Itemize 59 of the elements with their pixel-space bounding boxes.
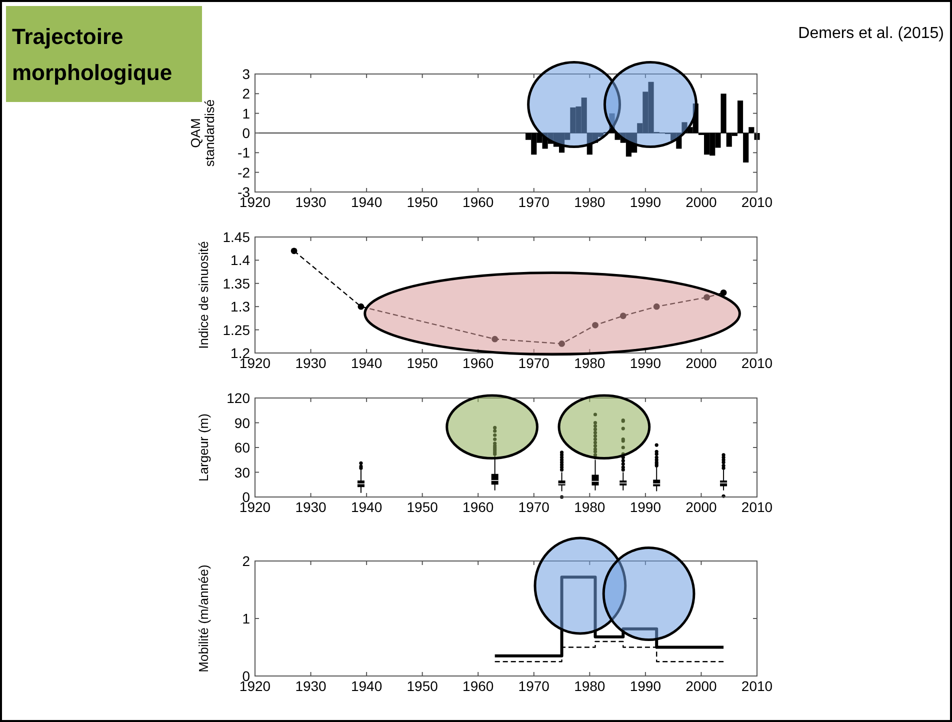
y-axis-title: Largeur (m): [196, 414, 211, 482]
x-tick-label: 2010: [741, 678, 773, 694]
x-tick-label: 1980: [574, 194, 606, 210]
x-tick-label: 1960: [462, 499, 494, 515]
x-tick-label: 1980: [574, 499, 606, 515]
x-tick-label: 1950: [406, 194, 438, 210]
x-tick-label: 2010: [741, 355, 773, 371]
y-tick-label: 120: [226, 390, 250, 406]
x-tick-label: 1960: [462, 194, 494, 210]
x-tick-label: 1950: [406, 678, 438, 694]
y-tick-label: 90: [234, 414, 250, 431]
y-axis-title: Mobilité (m/année): [196, 564, 211, 672]
x-tick-label: 2000: [686, 678, 718, 694]
y-axis-title: QAM standardisé: [188, 99, 217, 167]
y-tick-label: -2: [238, 164, 250, 180]
x-tick-label: 2000: [686, 355, 718, 371]
x-tick-label: 2000: [686, 194, 718, 210]
y-tick-label: 30: [234, 464, 250, 480]
y-tick-label: 2: [242, 553, 250, 569]
x-tick-label: 2010: [741, 194, 773, 210]
x-tick-label: 1990: [630, 678, 662, 694]
y-tick-label: 1: [242, 105, 250, 122]
x-tick-label: 1970: [518, 678, 550, 694]
x-tick-label: 1980: [574, 355, 606, 371]
x-tick-label: 1940: [350, 499, 382, 515]
x-tick-label: 1940: [350, 678, 382, 694]
y-tick-label: 1.4: [230, 252, 250, 268]
x-tick-label: 1970: [518, 194, 550, 210]
y-tick-label: 60: [234, 440, 250, 456]
y-tick-label: 2: [242, 86, 250, 102]
x-tick-label: 1960: [462, 355, 494, 371]
y-axis-title: Indice de sinuosité: [196, 241, 211, 349]
y-tick-label: 1.3: [230, 298, 250, 315]
x-tick-label: 1970: [518, 355, 550, 371]
x-tick-label: 2010: [741, 499, 773, 515]
x-tick-label: 1990: [630, 499, 662, 515]
y-tick-label: 1.45: [222, 229, 250, 245]
y-tick-label: 3: [242, 66, 250, 82]
y-tick-label: 1.35: [222, 275, 250, 292]
x-tick-label: 1940: [350, 355, 382, 371]
x-tick-label: 1960: [462, 678, 494, 694]
text: Demers et al. (2015): [798, 25, 944, 42]
x-tick-label: 1990: [630, 194, 662, 210]
y-tick-label: 1.25: [222, 322, 250, 338]
chart-title: Trajectoire morphologique: [12, 24, 172, 85]
x-tick-label: 1950: [406, 355, 438, 371]
x-tick-label: 1930: [295, 194, 327, 210]
x-tick-label: 1940: [350, 194, 382, 210]
y-tick-label: 0: [242, 125, 250, 141]
x-tick-label: 1990: [630, 355, 662, 371]
x-tick-label: 1980: [574, 678, 606, 694]
x-tick-label: 1950: [406, 499, 438, 515]
y-tick-label: -1: [238, 144, 250, 161]
y-tick-label: 1: [242, 610, 250, 626]
x-tick-label: 1930: [295, 499, 327, 515]
x-tick-label: 1930: [295, 678, 327, 694]
x-tick-label: 2000: [686, 499, 718, 515]
x-tick-label: 1930: [295, 355, 327, 371]
x-tick-label: 1970: [518, 499, 550, 515]
